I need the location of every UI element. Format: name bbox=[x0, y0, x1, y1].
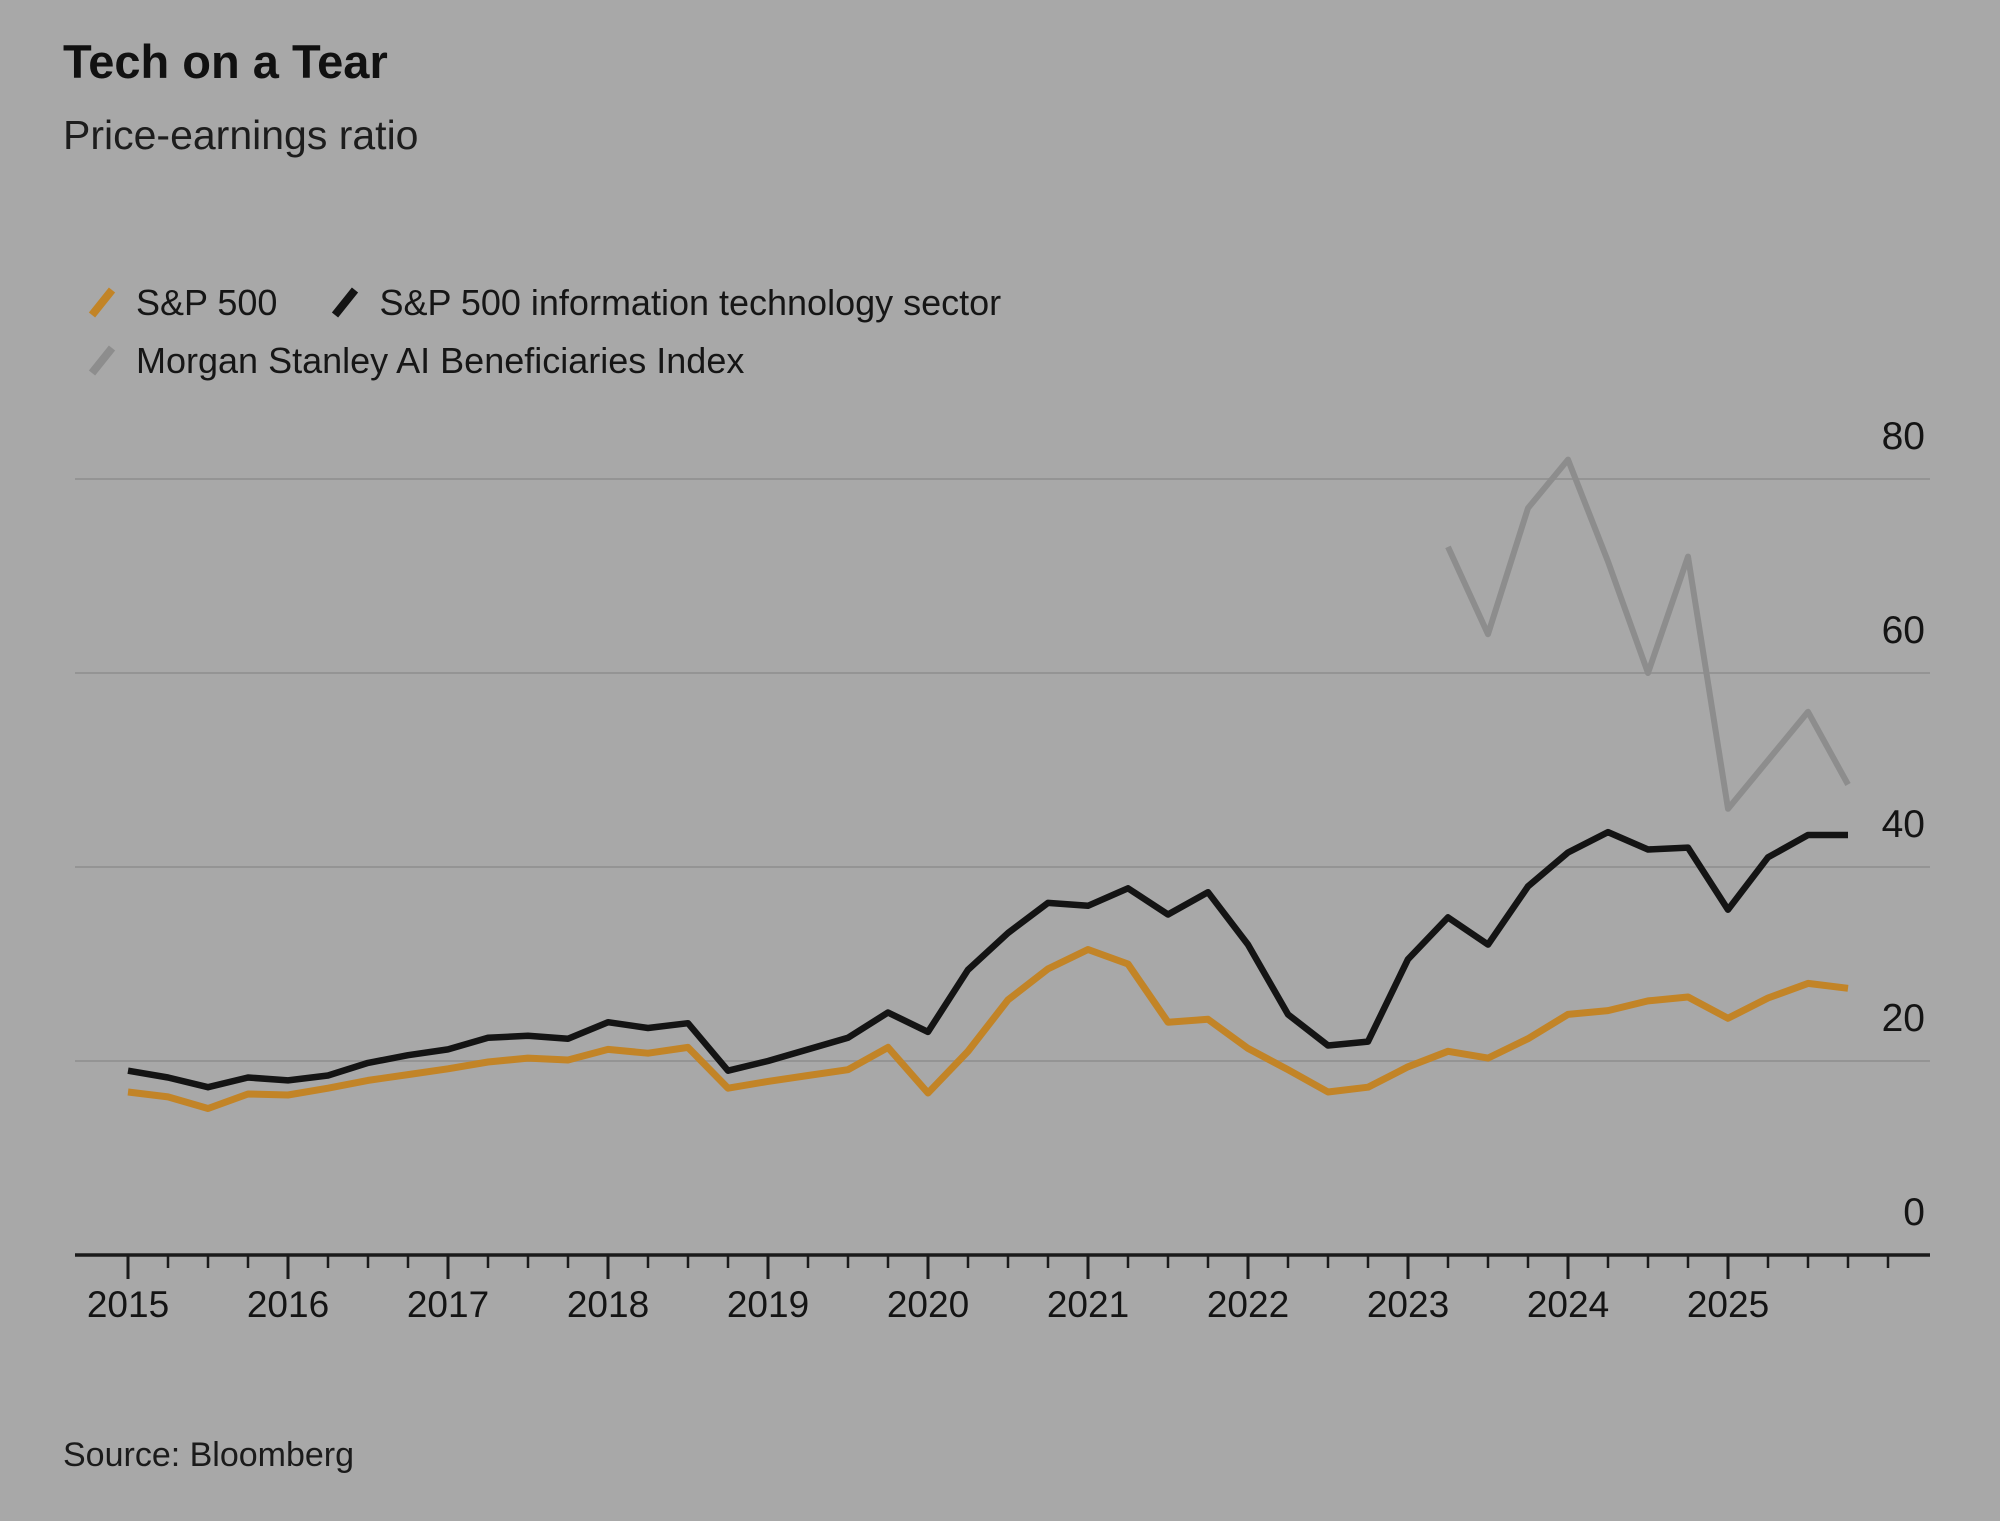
x-axis-label-2015: 2015 bbox=[86, 1284, 170, 1325]
legend: S&P 500 S&P 500 information technology s… bbox=[86, 282, 1001, 382]
x-axis-label-2024: 2024 bbox=[1526, 1284, 1610, 1325]
legend-key-slash-icon bbox=[88, 287, 116, 318]
x-axis-label-2017: 2017 bbox=[406, 1284, 490, 1325]
y-axis-label-40: 40 bbox=[1881, 803, 1925, 846]
x-axis-label-2016: 2016 bbox=[246, 1284, 330, 1325]
legend-label-sp500: S&P 500 bbox=[136, 282, 278, 323]
legend-label-ms-ai: Morgan Stanley AI Beneficiaries Index bbox=[136, 340, 745, 381]
source-note: Source: Bloomberg bbox=[63, 1436, 355, 1474]
legend-item-sp500-it: S&P 500 information technology sector bbox=[329, 282, 1001, 324]
legend-key-slash-icon bbox=[88, 345, 116, 376]
legend-key-slash-icon bbox=[332, 287, 359, 318]
chart-subtitle: Price-earnings ratio bbox=[63, 112, 419, 158]
legend-row-2: Morgan Stanley AI Beneficiaries Index bbox=[86, 340, 1001, 382]
x-axis-label-2025: 2025 bbox=[1686, 1284, 1770, 1325]
x-axis-label-2018: 2018 bbox=[566, 1284, 650, 1325]
x-axis-label-2019: 2019 bbox=[726, 1284, 810, 1325]
y-axis-label-60: 60 bbox=[1881, 609, 1925, 652]
series-line-sp500 bbox=[127, 946, 1849, 1112]
x-axis-label-2021: 2021 bbox=[1046, 1284, 1130, 1325]
y-axis-label-20: 20 bbox=[1881, 997, 1925, 1040]
x-axis-label-2020: 2020 bbox=[886, 1284, 970, 1325]
x-axis-label-2023: 2023 bbox=[1366, 1284, 1450, 1325]
y-axis-label-80: 80 bbox=[1881, 415, 1925, 458]
series-line-ms-ai bbox=[1445, 456, 1851, 812]
legend-row-1: S&P 500 S&P 500 information technology s… bbox=[86, 282, 1001, 324]
x-axis-label-2022: 2022 bbox=[1206, 1284, 1290, 1325]
y-axis-label-0: 0 bbox=[1903, 1191, 1925, 1234]
legend-item-ms-ai: Morgan Stanley AI Beneficiaries Index bbox=[86, 340, 744, 382]
legend-label-sp500-it: S&P 500 information technology sector bbox=[379, 282, 1002, 323]
chart-title: Tech on a Tear bbox=[63, 35, 388, 88]
series-line-sp500-it bbox=[127, 828, 1848, 1091]
legend-item-sp500: S&P 500 bbox=[86, 282, 277, 324]
